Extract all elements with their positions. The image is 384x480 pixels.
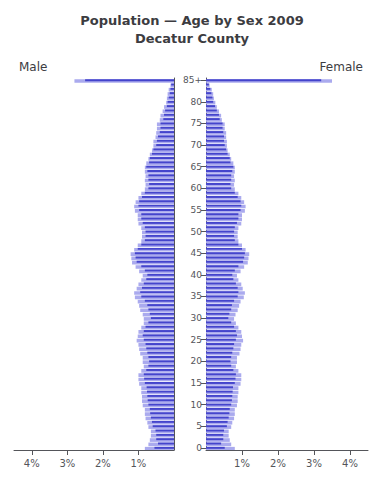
svg-text:3%: 3% <box>306 458 322 469</box>
svg-text:80: 80 <box>191 97 203 107</box>
svg-text:Decatur County: Decatur County <box>135 31 250 46</box>
svg-text:4%: 4% <box>24 458 40 469</box>
svg-text:10: 10 <box>191 400 203 410</box>
svg-text:Female: Female <box>320 60 363 74</box>
svg-text:60: 60 <box>191 183 203 193</box>
svg-text:0: 0 <box>196 443 202 453</box>
svg-text:15: 15 <box>191 378 202 388</box>
svg-text:20: 20 <box>191 356 203 366</box>
svg-text:5: 5 <box>196 421 202 431</box>
svg-text:2%: 2% <box>270 458 286 469</box>
svg-text:85+: 85+ <box>183 75 202 85</box>
svg-text:4%: 4% <box>342 458 358 469</box>
svg-text:1%: 1% <box>234 458 250 469</box>
svg-text:70: 70 <box>191 140 203 150</box>
svg-text:25: 25 <box>191 335 202 345</box>
svg-text:3%: 3% <box>59 458 75 469</box>
svg-text:65: 65 <box>191 162 202 172</box>
svg-text:30: 30 <box>191 313 203 323</box>
svg-text:Population — Age by Sex 2009: Population — Age by Sex 2009 <box>80 13 303 28</box>
svg-text:Male: Male <box>19 60 47 74</box>
svg-text:55: 55 <box>191 205 202 215</box>
svg-text:35: 35 <box>191 291 202 301</box>
svg-text:2%: 2% <box>95 458 111 469</box>
svg-text:45: 45 <box>191 248 202 258</box>
svg-text:50: 50 <box>191 227 203 237</box>
svg-text:75: 75 <box>191 118 202 128</box>
svg-text:40: 40 <box>191 270 203 280</box>
svg-text:1%: 1% <box>131 458 147 469</box>
